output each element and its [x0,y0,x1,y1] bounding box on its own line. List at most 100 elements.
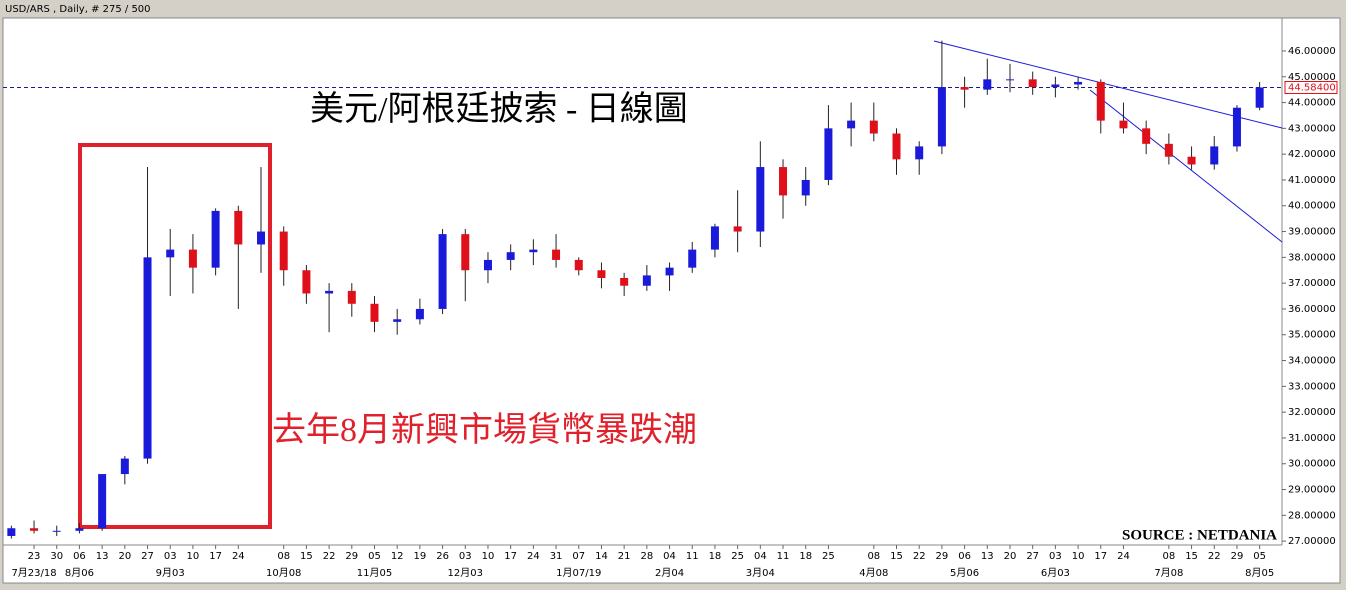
x-tick-label: 04 [663,551,676,562]
y-tick-label: 43.00000 [1288,123,1336,134]
candle-body [756,167,765,232]
candle-body [1210,146,1219,165]
x-tick-label: 26 [436,551,449,562]
candle-body [960,87,969,90]
y-tick-label: 41.00000 [1288,175,1336,186]
y-tick-label: 37.00000 [1288,278,1336,289]
x-tick-label: 22 [323,551,336,562]
candle-body [120,458,129,475]
month-label: 9月03 [156,567,185,579]
candle-body [915,146,924,160]
y-tick-label: 32.00000 [1288,407,1336,418]
x-tick-label: 31 [550,551,563,562]
candle-body [710,226,719,250]
candle-body [279,231,288,271]
x-tick-label: 22 [1208,551,1221,562]
month-label: 1月07/19 [556,567,601,579]
x-tick-label: 15 [300,551,313,562]
x-tick-label: 25 [822,551,835,562]
candle-body [1096,81,1105,121]
candle-body [1119,120,1128,129]
candle-body [98,474,107,529]
candle-body [1187,156,1196,165]
candle-body [302,270,311,294]
y-tick-label: 36.00000 [1288,304,1336,315]
x-tick-label: 03 [1049,551,1062,562]
x-tick-label: 03 [459,551,472,562]
candle-body [347,290,356,304]
candle-body [552,249,561,260]
candle-body [1051,84,1060,88]
y-tick-label: 34.00000 [1288,356,1336,367]
chart-area [2,17,1341,584]
y-tick-label: 46.00000 [1288,46,1336,57]
candle-body [847,120,856,129]
candle-body [1232,107,1241,147]
candle-body [393,319,402,322]
month-label: 7月23/18 [11,567,56,579]
candle-body [415,308,424,320]
x-tick-label: 10 [1072,551,1085,562]
candle-body [143,257,152,459]
y-tick-label: 35.00000 [1288,330,1336,341]
x-tick-label: 05 [1253,551,1266,562]
x-tick-label: 22 [913,551,926,562]
candle-body [597,270,606,278]
candle-body [733,226,742,232]
x-tick-label: 17 [504,551,517,562]
candle-body [7,528,16,536]
x-tick-label: 23 [28,551,41,562]
candle-body [438,234,447,309]
y-tick-label: 44.00000 [1288,98,1336,109]
x-tick-label: 27 [1026,551,1039,562]
y-tick-label: 45.00000 [1288,72,1336,83]
candle-body [1005,79,1014,81]
x-tick-label: 18 [799,551,812,562]
x-tick-label: 12 [391,551,404,562]
month-label: 6月03 [1041,567,1070,579]
x-tick-label: 20 [1004,551,1017,562]
highlight-box [78,143,272,529]
candle-body [1164,143,1173,157]
x-tick-label: 07 [572,551,585,562]
x-tick-label: 06 [958,551,971,562]
y-tick-label: 39.00000 [1288,227,1336,238]
x-tick-label: 06 [73,551,86,562]
month-label: 12月03 [448,567,483,579]
candle-body [257,231,266,245]
trend-line [1089,89,1283,243]
candle-body [75,528,84,531]
x-tick-label: 11 [777,551,790,562]
month-label: 8月06 [65,567,94,579]
x-tick-label: 20 [118,551,131,562]
trend-line [933,40,1283,129]
month-label: 8月05 [1245,567,1274,579]
candle-body [1255,87,1264,108]
candle-body [892,133,901,160]
x-tick-label: 27 [141,551,154,562]
source: SOURCE : NETDANIA [1122,527,1277,543]
x-tick-label: 19 [414,551,427,562]
candle-body [211,210,220,268]
x-tick-label: 18 [709,551,722,562]
x-tick-label: 24 [527,551,540,562]
candle-body [688,249,697,268]
candle-body [325,290,334,294]
y-tick-label: 42.00000 [1288,149,1336,160]
candle-body [52,530,61,532]
x-tick-label: 29 [345,551,358,562]
y-tick-label: 27.00000 [1288,536,1336,547]
candle-body [983,79,992,90]
candle-body [642,275,651,286]
x-tick-label: 29 [936,551,949,562]
x-tick-label: 13 [96,551,109,562]
y-tick-label: 33.00000 [1288,381,1336,392]
x-tick-label: 04 [754,551,767,562]
month-label: 7月08 [1154,567,1183,579]
header: USD/ARS , Daily, # 275 / 500 [5,4,151,15]
candle-body [620,277,629,286]
candle-body [574,259,583,271]
x-tick-label: 13 [981,551,994,562]
y-tick-label: 31.00000 [1288,433,1336,444]
